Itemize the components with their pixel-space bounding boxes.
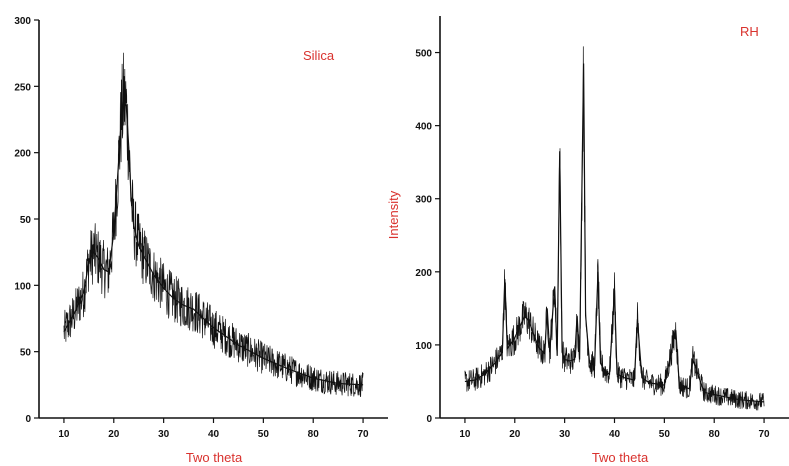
y-tick-label: 100 (415, 341, 432, 352)
silica-noise (63, 52, 364, 398)
pattern-noise-trace (63, 52, 364, 398)
x-tick-label: 70 (759, 429, 771, 440)
x-tick-label: 20 (108, 429, 120, 440)
x-tick-label: 40 (208, 429, 220, 440)
silica-x-axis-label: Two theta (186, 450, 243, 465)
pattern-noise-trace (464, 46, 765, 411)
x-tick-label: 80 (709, 429, 721, 440)
x-tick-label: 10 (58, 429, 70, 440)
y-tick-label: 0 (25, 414, 31, 425)
y-tick-label: 200 (14, 149, 31, 160)
rh-panel: 10 20 30 40 50 80 70 0 100 200 300 400 500 RH Two t… (386, 16, 789, 465)
x-tick-label: 10 (459, 429, 471, 440)
x-tick-label: 50 (659, 429, 671, 440)
x-tick-label: 80 (308, 429, 320, 440)
y-tick-label: 50 (20, 348, 32, 359)
x-tick-label: 70 (358, 429, 370, 440)
rh-y-axis-label: Intensity (386, 190, 401, 239)
x-tick-label: 30 (559, 429, 571, 440)
y-tick-label: 0 (426, 414, 432, 425)
y-tick-label: 250 (14, 82, 31, 93)
rh-pattern-line (464, 63, 765, 403)
y-tick-label: 300 (415, 195, 432, 206)
y-tick-label: 400 (415, 122, 432, 133)
x-tick-label: 30 (158, 429, 170, 440)
y-tick-label: 300 (14, 16, 31, 27)
silica-panel-title: Silica (303, 48, 335, 63)
x-tick-label: 40 (609, 429, 621, 440)
x-tick-label: 50 (258, 429, 270, 440)
rh-noise (464, 46, 765, 411)
y-tick-label: 50 (20, 215, 32, 226)
rh-x-axis-label: Two theta (592, 450, 649, 465)
y-tick-label: 500 (415, 49, 432, 60)
rh-panel-title: RH (740, 24, 759, 39)
y-tick-label: 200 (415, 268, 432, 279)
y-tick-label: 100 (14, 281, 31, 292)
x-tick-label: 20 (509, 429, 521, 440)
